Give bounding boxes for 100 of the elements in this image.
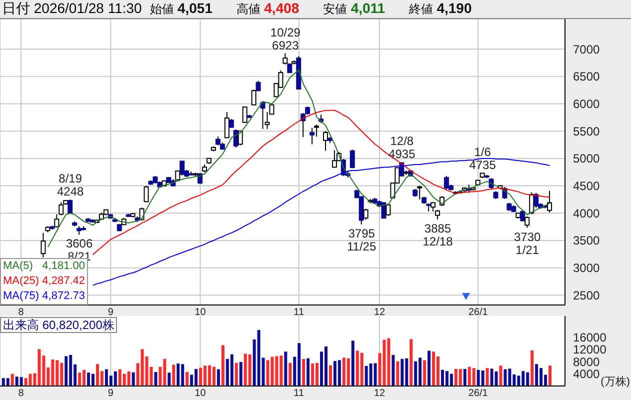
bar xyxy=(212,366,216,386)
annotation: 8/19 4248 xyxy=(56,172,84,199)
bar xyxy=(311,363,314,386)
bar xyxy=(216,369,220,386)
bar xyxy=(400,358,404,386)
bar xyxy=(234,362,238,386)
text: 始値 4,051 xyxy=(150,0,213,16)
bar xyxy=(392,354,395,386)
candlestick xyxy=(435,209,440,220)
bar xyxy=(302,358,306,386)
bar xyxy=(396,361,400,386)
candlestick xyxy=(242,106,248,124)
candlestick xyxy=(363,208,368,220)
y-tick-label: 8000 xyxy=(573,354,600,369)
x-tick-label: 11 xyxy=(294,388,304,400)
bar xyxy=(176,363,180,386)
candlestick xyxy=(524,216,530,228)
bar xyxy=(87,372,90,386)
bar xyxy=(414,361,418,386)
bar xyxy=(306,358,310,386)
x-tick-label: 12 xyxy=(374,307,386,318)
candlestick xyxy=(310,127,315,145)
bar xyxy=(463,368,466,386)
bar xyxy=(78,372,82,386)
candlestick xyxy=(322,130,328,152)
bar xyxy=(6,378,10,386)
bar xyxy=(423,360,426,386)
bar xyxy=(450,374,453,386)
bar xyxy=(535,364,538,386)
annotation: 12/8 4935 xyxy=(388,134,416,161)
candlestick xyxy=(314,124,320,138)
y-tick-label: 3500 xyxy=(573,234,600,248)
bar xyxy=(38,349,41,386)
x-tick-label: 26/1 xyxy=(468,307,488,318)
y-axis-title: (万株) xyxy=(600,375,630,389)
bar xyxy=(127,371,130,386)
bar xyxy=(499,366,502,386)
text: 安値 4,011 xyxy=(323,0,386,16)
bar xyxy=(266,360,270,386)
bar xyxy=(428,350,431,386)
y-tick-label: 16000 xyxy=(573,330,607,345)
bar xyxy=(346,358,350,386)
bar xyxy=(458,368,462,386)
x-tick-label: 9 xyxy=(108,307,114,318)
bar xyxy=(494,371,498,386)
annotation: 3795 11/25 xyxy=(347,226,376,254)
annotation: 3885 12/18 xyxy=(422,221,454,248)
bar xyxy=(548,366,552,386)
y-tick-label: 4000 xyxy=(573,367,600,382)
candlestick xyxy=(224,111,230,139)
x-tick-label: 8 xyxy=(18,307,24,318)
candlestick xyxy=(260,100,266,130)
bar xyxy=(284,352,288,386)
y-tick-label: 6500 xyxy=(573,70,600,84)
x-tick-label: 8 xyxy=(18,388,24,400)
y-tick-label: 5000 xyxy=(573,152,600,166)
x-tick-label: 26/1 xyxy=(468,388,488,400)
candlestick xyxy=(282,52,288,65)
bar xyxy=(504,369,507,386)
annotation: 3730 1/21 xyxy=(514,230,542,257)
bar xyxy=(530,350,534,386)
bar xyxy=(410,339,413,386)
bar xyxy=(382,340,386,386)
candlestick xyxy=(144,185,149,203)
bar xyxy=(374,363,377,386)
bar xyxy=(328,365,332,386)
bar xyxy=(64,356,68,386)
series-label: MA(75) 4,872.73 xyxy=(3,289,85,304)
bar xyxy=(154,372,158,386)
line-series xyxy=(92,158,550,286)
bar xyxy=(199,368,202,386)
candlestick xyxy=(58,202,64,216)
candlestick xyxy=(417,185,422,200)
bar xyxy=(239,362,242,386)
y-tick-label: 5500 xyxy=(573,124,600,138)
x-tick-label: 11 xyxy=(294,307,304,318)
series-label: MA(25) 4,287.42 xyxy=(3,274,85,289)
bar xyxy=(172,364,176,386)
y-tick-label: 3000 xyxy=(573,261,600,276)
bar xyxy=(481,370,484,386)
bar xyxy=(20,377,23,386)
chart-title: 日付 2026/01/28 11:30 xyxy=(2,0,142,18)
line-series xyxy=(92,110,550,256)
candlestick xyxy=(430,202,436,212)
y-tick-label: 4000 xyxy=(573,206,600,220)
bar xyxy=(338,360,341,386)
x-tick-label: 10 xyxy=(194,307,206,318)
y-tick-label: 6000 xyxy=(573,97,600,112)
annotation: 1/6 4735 xyxy=(469,144,496,172)
candlestick xyxy=(350,149,355,169)
text: 終値 4,190 xyxy=(409,0,472,16)
y-tick-label: 2500 xyxy=(573,288,600,302)
bar xyxy=(360,352,364,386)
bar xyxy=(486,368,489,386)
bar xyxy=(472,368,476,386)
bar xyxy=(324,346,328,386)
candlestick xyxy=(40,232,46,258)
bar xyxy=(248,354,252,386)
y-tick-label: 7000 xyxy=(573,42,600,56)
bar xyxy=(114,371,117,386)
